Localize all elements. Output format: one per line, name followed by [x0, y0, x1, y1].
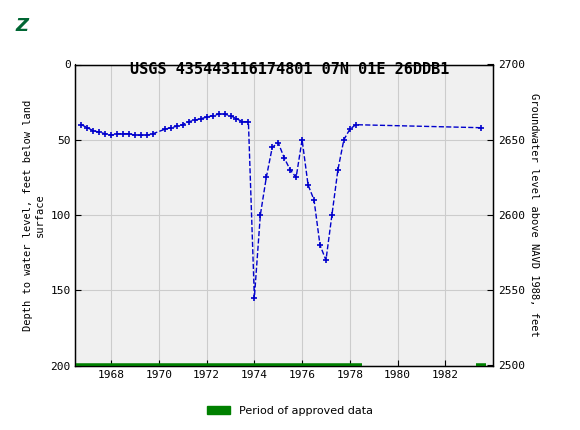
Text: Z: Z — [16, 17, 29, 35]
Y-axis label: Depth to water level, feet below land
surface: Depth to water level, feet below land su… — [23, 99, 45, 331]
Y-axis label: Groundwater level above NAVD 1988, feet: Groundwater level above NAVD 1988, feet — [529, 93, 539, 337]
Text: USGS 435443116174801 07N 01E 26DDB1: USGS 435443116174801 07N 01E 26DDB1 — [130, 62, 450, 77]
FancyBboxPatch shape — [8, 10, 38, 41]
Legend: Period of approved data: Period of approved data — [203, 401, 377, 420]
Text: USGS: USGS — [38, 19, 71, 33]
